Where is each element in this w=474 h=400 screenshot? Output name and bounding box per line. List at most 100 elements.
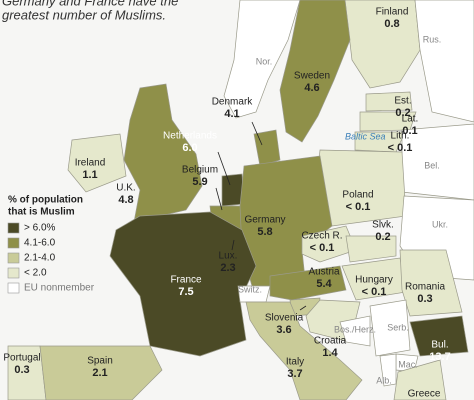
leader-line bbox=[217, 151, 231, 186]
country-value: 5.8 bbox=[257, 226, 272, 238]
country-name: Bul. bbox=[431, 340, 448, 351]
country-shape bbox=[123, 83, 203, 223]
country-name: Sweden bbox=[294, 71, 330, 82]
country-name: Lux. bbox=[219, 251, 238, 262]
country-shape bbox=[301, 225, 357, 263]
country-name: Czech R. bbox=[301, 231, 342, 242]
country-name: Slovenia bbox=[265, 313, 304, 324]
country-value: 4.8 bbox=[118, 194, 133, 206]
country-value: 2.1 bbox=[92, 367, 107, 379]
country-shape bbox=[409, 315, 469, 357]
country-name: Denmark bbox=[212, 97, 254, 108]
country-name: Lith. bbox=[391, 131, 410, 142]
legend-swatch bbox=[7, 282, 20, 294]
country-name: Ukr. bbox=[432, 219, 448, 229]
country-name: U.K. bbox=[116, 183, 135, 194]
legend-label: < 2.0 bbox=[24, 268, 47, 279]
country-value: 4.6 bbox=[304, 82, 319, 94]
country-value: 2.3 bbox=[220, 262, 235, 274]
country-value: 13.7 bbox=[429, 351, 450, 363]
country-value: 0.8 bbox=[384, 18, 399, 30]
legend-label: 2.1-4.0 bbox=[24, 253, 56, 264]
legend-label: 4.1-6.0 bbox=[24, 238, 56, 249]
country-name: Bel. bbox=[424, 160, 440, 170]
country-name: Belgium bbox=[182, 165, 218, 176]
legend-swatch bbox=[7, 267, 20, 279]
country-name: Austria bbox=[308, 267, 340, 278]
country-name: Serb. bbox=[387, 322, 409, 332]
country-value: 0.2 bbox=[395, 107, 410, 119]
sea-label: Baltic Sea bbox=[345, 131, 386, 141]
country-name: France bbox=[170, 275, 202, 286]
leader-line bbox=[251, 121, 263, 146]
country-shape bbox=[365, 91, 413, 112]
country-shape bbox=[253, 129, 281, 167]
country-shape bbox=[7, 345, 47, 400]
country-shape bbox=[414, 0, 474, 123]
country-name: Italy bbox=[286, 357, 304, 368]
country-name: Nor. bbox=[256, 56, 273, 66]
countries bbox=[7, 0, 474, 400]
leader-lines bbox=[215, 121, 307, 311]
country-name: Greece bbox=[408, 389, 441, 400]
leader-line bbox=[299, 305, 307, 311]
country-value: < 0.1 bbox=[362, 286, 387, 298]
legend-swatch bbox=[7, 222, 20, 234]
country-shape bbox=[345, 235, 397, 263]
country-value: 3.7 bbox=[287, 368, 302, 380]
country-value: 5.4 bbox=[316, 278, 332, 290]
country-name: Switz. bbox=[238, 284, 262, 294]
country-shape bbox=[39, 345, 163, 400]
country-value: 0.2 bbox=[375, 231, 390, 243]
country-value: 0.3 bbox=[14, 364, 29, 376]
country-name: Hungary bbox=[355, 275, 393, 286]
country-shape bbox=[279, 0, 351, 143]
country-name: Alb. bbox=[376, 375, 392, 385]
country-value: 3.6 bbox=[276, 324, 291, 336]
country-name: Netherlands bbox=[163, 131, 217, 142]
country-name: Croatia bbox=[314, 336, 347, 347]
country-name: Finland bbox=[376, 7, 409, 18]
country-name: Portugal bbox=[3, 353, 40, 364]
country-value: 6.0 bbox=[182, 142, 197, 154]
leader-line bbox=[215, 187, 223, 211]
legend-title: % of population bbox=[8, 195, 83, 206]
country-shape bbox=[223, 0, 301, 119]
country-value: < 0.1 bbox=[388, 142, 413, 154]
country-value: 0.1 bbox=[402, 125, 417, 137]
country-shape bbox=[339, 315, 371, 347]
legend-label: > 6.0% bbox=[24, 223, 56, 234]
legend-swatch bbox=[7, 237, 20, 249]
country-name: Romania bbox=[405, 282, 445, 293]
country-value: 4.1 bbox=[224, 108, 239, 120]
country-shape bbox=[67, 133, 127, 193]
country-shape bbox=[245, 301, 363, 400]
country-name: Rus. bbox=[423, 34, 442, 44]
country-name: Est. bbox=[394, 96, 411, 107]
country-shape bbox=[399, 249, 463, 317]
country-shape bbox=[369, 299, 411, 357]
country-shape bbox=[393, 359, 447, 400]
country-name: Ireland bbox=[75, 158, 106, 169]
country-value: 5.9 bbox=[192, 176, 207, 188]
country-name: Germany bbox=[244, 215, 285, 226]
country-value: 0.3 bbox=[417, 293, 432, 305]
country-name: Spain bbox=[87, 356, 113, 367]
country-shape bbox=[269, 265, 347, 301]
title-line: greatest number of Muslims. bbox=[2, 7, 166, 22]
country-name: Poland bbox=[342, 190, 373, 201]
country-shape bbox=[344, 0, 421, 89]
country-name: Lat. bbox=[402, 114, 419, 125]
labels: Finland0.8Rus.Nor.Sweden4.6Est.0.2Lat.0.… bbox=[3, 7, 450, 400]
leader-line bbox=[231, 239, 235, 251]
legend-swatch bbox=[7, 252, 20, 264]
country-name: Mac. bbox=[398, 359, 418, 369]
country-value: 1.4 bbox=[322, 347, 338, 359]
country-value: 1.1 bbox=[82, 169, 97, 181]
country-value: < 0.1 bbox=[310, 242, 335, 254]
country-shape bbox=[109, 211, 257, 357]
country-name: Slvk. bbox=[372, 220, 394, 231]
